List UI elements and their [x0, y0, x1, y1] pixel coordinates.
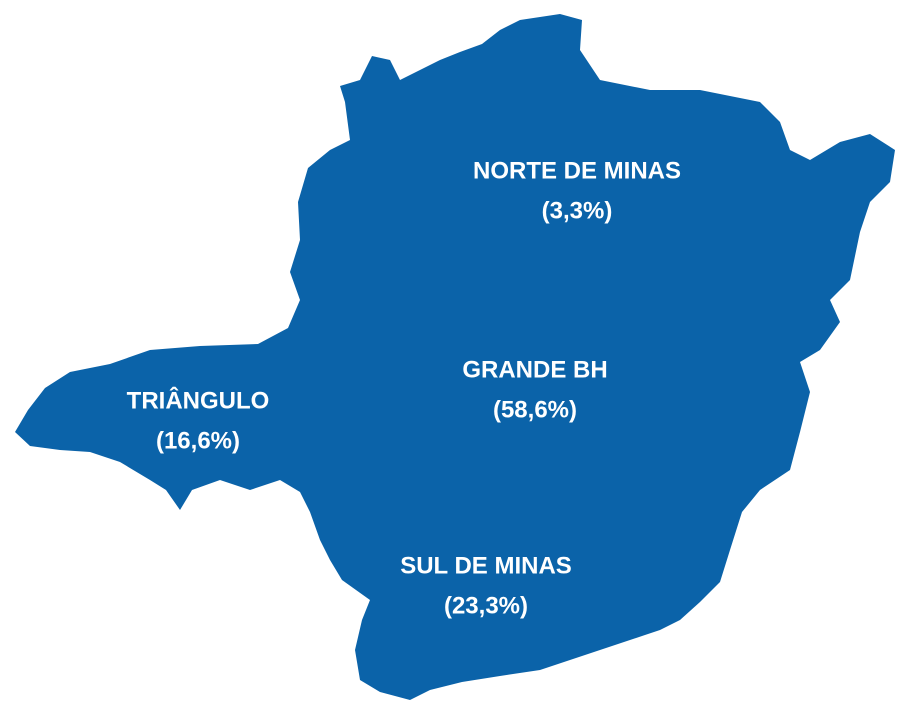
state-outline — [15, 14, 895, 700]
region-labels: NORTE DE MINAS (3,3%) GRANDE BH (58,6%) TRIÂ… — [127, 157, 681, 619]
region-share: (3,3%) — [542, 197, 613, 224]
region-share: (23,3%) — [444, 592, 528, 619]
region-name: TRIÂNGULO — [127, 386, 270, 414]
region-share: (16,6%) — [156, 427, 240, 454]
region-name: GRANDE BH — [462, 356, 607, 383]
region-share: (58,6%) — [493, 396, 577, 423]
region-name: NORTE DE MINAS — [473, 157, 681, 184]
region-name: SUL DE MINAS — [400, 552, 572, 579]
